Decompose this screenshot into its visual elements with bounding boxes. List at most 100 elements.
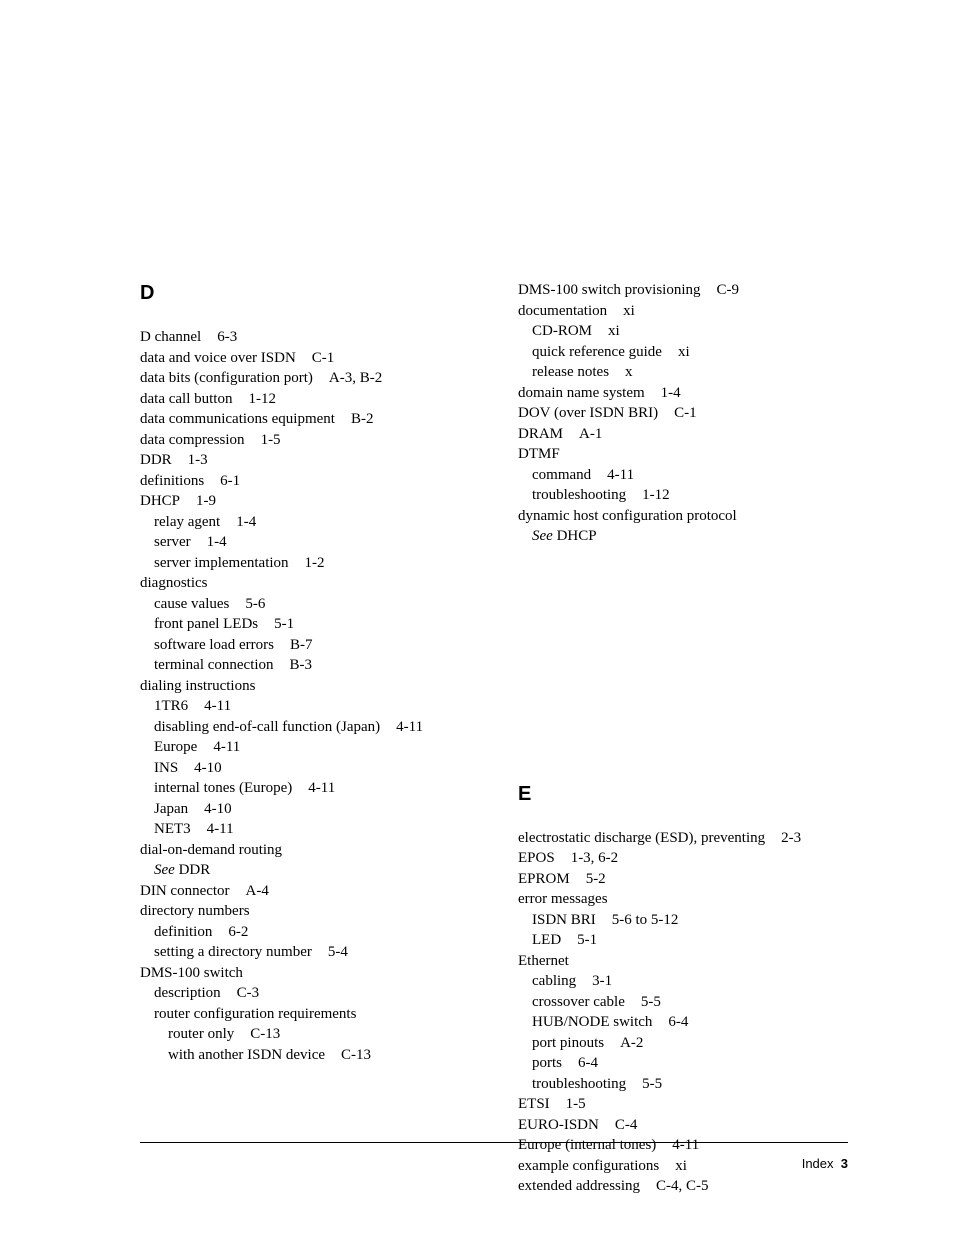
- index-entry: descriptionC-3: [140, 983, 470, 1004]
- footer-label: Index: [802, 1156, 834, 1171]
- index-ref: 5-1: [274, 616, 294, 632]
- index-entry: HUB/NODE switch6-4: [518, 1012, 848, 1033]
- index-term: DHCP: [140, 493, 180, 509]
- index-term: software load errors: [154, 637, 274, 653]
- index-entry: EURO-ISDNC-4: [518, 1115, 848, 1136]
- index-entry: NET34-11: [140, 819, 470, 840]
- index-entry: relay agent1-4: [140, 512, 470, 533]
- index-entry: DHCP 1-9: [140, 491, 470, 512]
- index-entry: DOV (over ISDN BRI)C-1: [518, 403, 848, 424]
- index-term: router configuration requirements: [154, 1006, 356, 1022]
- index-entry: server implementation1-2: [140, 553, 470, 574]
- index-term: disabling end-of-call function (Japan): [154, 719, 380, 735]
- index-entry: data communications equipmentB-2: [140, 409, 470, 430]
- index-entry: documentation xi: [518, 301, 848, 322]
- index-term: data compression: [140, 432, 245, 448]
- index-entry: data compression1-5: [140, 430, 470, 451]
- index-entry: cabling3-1: [518, 971, 848, 992]
- index-entry: DMS-100 switch provisioningC-9: [518, 280, 848, 301]
- index-entry: See DDR: [140, 860, 470, 881]
- index-term: setting a directory number: [154, 944, 312, 960]
- index-entries: DMS-100 switch provisioningC-9documentat…: [518, 280, 848, 547]
- index-term: description: [154, 985, 221, 1001]
- index-ref: xi: [623, 303, 635, 319]
- index-term: documentation: [518, 303, 607, 319]
- index-term: HUB/NODE switch: [532, 1014, 652, 1030]
- footer-page-number: 3: [841, 1156, 848, 1171]
- index-term: CD-ROM: [532, 323, 592, 339]
- index-entry: error messages: [518, 889, 848, 910]
- index-entry: definition6-2: [140, 922, 470, 943]
- index-entry: front panel LEDs 5-1: [140, 614, 470, 635]
- footer-rule: [140, 1142, 848, 1143]
- index-term: release notes: [532, 364, 609, 380]
- index-entry: INS4-10: [140, 758, 470, 779]
- index-ref: 5-6 to 5-12: [612, 912, 679, 928]
- index-ref: A-1: [579, 426, 602, 442]
- index-term: troubleshooting: [532, 1076, 626, 1092]
- index-entry: DRAMA-1: [518, 424, 848, 445]
- index-entry: definitions 6-1: [140, 471, 470, 492]
- see-prefix: See: [532, 528, 553, 544]
- index-entry: quick reference guidexi: [518, 342, 848, 363]
- index-ref: C-13: [250, 1026, 280, 1042]
- index-ref: 6-1: [220, 473, 240, 489]
- index-entry: DTMF: [518, 444, 848, 465]
- index-entry: Ethernet: [518, 951, 848, 972]
- index-entry: Europe (internal tones)4-11: [518, 1135, 848, 1156]
- index-term: Ethernet: [518, 953, 569, 969]
- index-ref: 4-11: [213, 739, 240, 755]
- index-ref: 4-11: [607, 467, 634, 483]
- index-entry: EPROM5-2: [518, 869, 848, 890]
- index-column-left: DD channel6-3data and voice over ISDNC-1…: [140, 280, 470, 1197]
- index-ref: 1-4: [661, 385, 681, 401]
- index-entry: cause values5-6: [140, 594, 470, 615]
- index-ref: 4-11: [672, 1137, 699, 1153]
- index-ref: 1-3: [188, 452, 208, 468]
- index-ref: 4-11: [396, 719, 423, 735]
- index-term: crossover cable: [532, 994, 625, 1010]
- index-term: Japan: [154, 801, 188, 817]
- index-term: definitions: [140, 473, 204, 489]
- index-term: front panel LEDs: [154, 616, 258, 632]
- index-entry: port pinoutsA-2: [518, 1033, 848, 1054]
- index-ref: xi: [675, 1158, 687, 1174]
- index-entry: troubleshooting5-5: [518, 1074, 848, 1095]
- index-term: DIN connector: [140, 883, 230, 899]
- index-entry: command4-11: [518, 465, 848, 486]
- index-entry: dial-on-demand routing: [140, 840, 470, 861]
- index-ref: B-3: [290, 657, 313, 673]
- index-term: ports: [532, 1055, 562, 1071]
- index-entry: data and voice over ISDN C-1: [140, 348, 470, 369]
- index-page: DD channel6-3data and voice over ISDNC-1…: [0, 0, 954, 1197]
- index-entry: EPOS1-3, 6-2: [518, 848, 848, 869]
- index-entry: domain name system1-4: [518, 383, 848, 404]
- index-ref: C-4: [615, 1117, 638, 1133]
- index-entry: DDR 1-3: [140, 450, 470, 471]
- index-term: NET3: [154, 821, 191, 837]
- index-term: ISDN BRI: [532, 912, 596, 928]
- index-term: example configurations: [518, 1158, 659, 1174]
- see-prefix: See: [154, 862, 175, 878]
- index-term: dynamic host configuration protocol: [518, 508, 737, 524]
- index-entry: ports6-4: [518, 1053, 848, 1074]
- index-ref: C-4, C-5: [656, 1178, 709, 1194]
- index-term: terminal connection: [154, 657, 274, 673]
- index-ref: C-1: [312, 350, 335, 366]
- index-entry: troubleshooting1-12: [518, 485, 848, 506]
- index-entry: disabling end-of-call function (Japan) 4-…: [140, 717, 470, 738]
- index-ref: 4-10: [204, 801, 232, 817]
- index-ref: B-7: [290, 637, 313, 653]
- index-term: 1TR6: [154, 698, 188, 714]
- index-ref: x: [625, 364, 633, 380]
- index-ref: 1-9: [196, 493, 216, 509]
- index-term: server: [154, 534, 191, 550]
- index-term: router only: [168, 1026, 234, 1042]
- index-term: DDR: [140, 452, 172, 468]
- index-entry: terminal connection B-3: [140, 655, 470, 676]
- index-entry: release notes x: [518, 362, 848, 383]
- index-entries: D channel6-3data and voice over ISDNC-1d…: [140, 327, 470, 1065]
- index-entry: router only C-13: [140, 1024, 470, 1045]
- index-ref: xi: [678, 344, 690, 360]
- index-term: data and voice over ISDN: [140, 350, 296, 366]
